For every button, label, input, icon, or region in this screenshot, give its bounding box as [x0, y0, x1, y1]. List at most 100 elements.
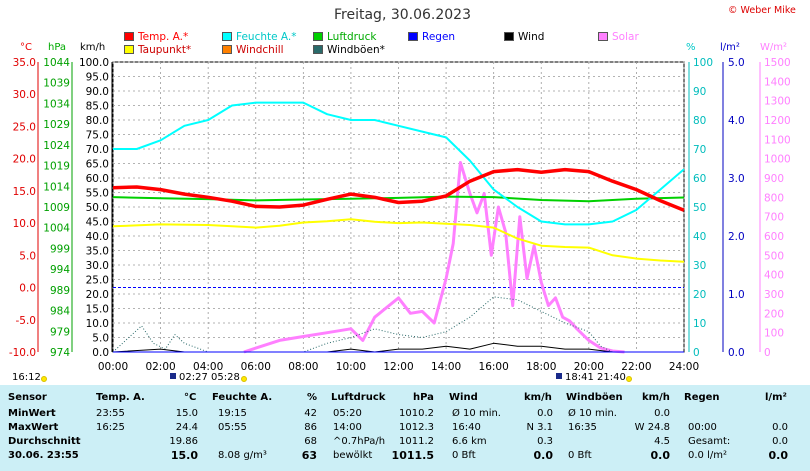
- solar-tick-label: 1100: [764, 134, 791, 146]
- x-tick-label: 08:00: [288, 361, 318, 373]
- x-tick-label: 00:00: [98, 361, 128, 373]
- wind-tick-label: 65.0: [86, 159, 109, 171]
- stats-cell-press-time: bewölkt: [333, 450, 373, 461]
- legend-swatch: [313, 32, 323, 41]
- solar-tick-label: 800: [764, 192, 784, 204]
- rain-tick-label: 1.0: [728, 289, 745, 301]
- temp-tick-label: 20.0: [13, 154, 36, 166]
- x-tick-label: 20:00: [574, 361, 604, 373]
- pressure-tick-label: 979: [50, 326, 70, 338]
- wind-tick-label: 90.0: [86, 86, 109, 98]
- legend-swatch: [124, 45, 134, 54]
- legend-label: Solar: [612, 31, 639, 43]
- series-line-taupunkt: [112, 218, 685, 263]
- x-tick-label: 06:00: [241, 361, 271, 373]
- temp-tick-label: 10.0: [13, 218, 36, 230]
- stats-cell-press-time: 05:20: [333, 408, 362, 419]
- stats-cell-press: 1011.5: [391, 449, 434, 462]
- stats-cell-temp-time: 16:25: [96, 422, 125, 433]
- unit-humidity: %: [686, 42, 696, 53]
- temp-tick-label: 5.0: [19, 250, 36, 262]
- series-line-feuchte-a: [113, 101, 685, 226]
- wind-tick-label: 45.0: [86, 217, 109, 229]
- x-tick-label: 12:00: [383, 361, 413, 373]
- temp-tick-label: -10.0: [9, 347, 36, 359]
- sunset-time: 21:40: [597, 372, 626, 383]
- wind-tick-label: 85.0: [86, 101, 109, 113]
- temp-tick-label: 35.0: [13, 57, 36, 69]
- stats-cell-wind-time: 16:40: [452, 422, 481, 433]
- legend-item: Taupunkt*: [124, 44, 191, 56]
- temp-tick-label: 25.0: [13, 121, 36, 133]
- stats-cell-gust-time: Ø 10 min.: [568, 408, 617, 419]
- pressure-tick-label: 1019: [43, 161, 70, 173]
- pressure-tick-label: 1009: [43, 202, 70, 214]
- legend-label: Wind: [518, 31, 545, 43]
- header-press-unit: hPa: [413, 392, 434, 403]
- humidity-tick-label: 90: [693, 86, 706, 98]
- wind-tick-label: 35.0: [86, 246, 109, 258]
- stats-cell-temp: 15.0: [175, 408, 198, 419]
- pressure-tick-label: 1029: [43, 119, 70, 131]
- wind-tick-label: 80.0: [86, 115, 109, 127]
- rain-tick-label: 5.0: [728, 57, 745, 69]
- wind-tick-label: 70.0: [86, 144, 109, 156]
- legend-swatch: [408, 32, 418, 41]
- stats-cell-rain: 0.0: [772, 436, 788, 447]
- legend-label: Regen: [422, 31, 456, 43]
- legend-item: Windböen*: [313, 44, 385, 56]
- stats-cell-gust: 0.0: [650, 449, 671, 462]
- legend-item: Temp. A.*: [124, 31, 188, 43]
- stats-cell-label: 30.06. 23:55: [8, 450, 79, 461]
- stats-cell-gust: 0.0: [654, 408, 670, 419]
- solar-tick-label: 1500: [764, 57, 791, 69]
- legend-label: Windböen*: [327, 44, 385, 56]
- wind-tick-label: 95.0: [86, 72, 109, 84]
- unit-solar: W/m²: [760, 42, 788, 53]
- solar-tick-label: 1200: [764, 115, 791, 127]
- stats-cell-hum: 68: [304, 436, 317, 447]
- legend-swatch: [504, 32, 514, 41]
- x-tick-label: 10:00: [336, 361, 366, 373]
- header-sensor: Sensor: [8, 392, 47, 403]
- wind-tick-label: 75.0: [86, 130, 109, 142]
- header-hum: Feuchte A.: [212, 392, 273, 403]
- pressure-tick-label: 1024: [43, 140, 70, 152]
- legend-item: Regen: [408, 31, 455, 43]
- x-tick-label: 14:00: [431, 361, 461, 373]
- stats-cell-wind: 0.3: [537, 436, 553, 447]
- legend-label: Temp. A.*: [138, 31, 189, 43]
- current-time: 16:12: [12, 372, 41, 383]
- pressure-tick-label: 999: [50, 243, 70, 255]
- moonrise-icon: [170, 373, 176, 379]
- wind-tick-label: 50.0: [86, 202, 109, 214]
- stats-cell-press-time: 14:00: [333, 422, 362, 433]
- copyright-label[interactable]: © Weber Mike: [728, 5, 796, 16]
- stats-cell-wind: 0.0: [533, 449, 554, 462]
- moonset-time: 18:41: [565, 372, 594, 383]
- legend-label: Windchill: [236, 44, 284, 56]
- solar-tick-label: 500: [764, 250, 784, 262]
- header-press: Luftdruck: [331, 392, 386, 403]
- stats-cell-rain: 0.0: [772, 422, 788, 433]
- header-hum-unit: %: [307, 392, 318, 403]
- stats-cell-temp-time: 23:55: [96, 408, 125, 419]
- wind-tick-label: 25.0: [86, 275, 109, 287]
- stats-cell-press: 1010.2: [399, 408, 434, 419]
- wind-tick-label: 55.0: [86, 188, 109, 200]
- solar-tick-label: 100: [764, 328, 784, 340]
- rain-tick-label: 0.0: [728, 347, 745, 359]
- humidity-tick-label: 0: [693, 347, 700, 359]
- humidity-tick-label: 60: [693, 173, 706, 185]
- unit-pressure: hPa: [48, 42, 67, 53]
- stats-cell-hum: 86: [304, 422, 317, 433]
- stats-cell-gust-time: 16:35: [568, 422, 597, 433]
- x-tick-label: 22:00: [621, 361, 651, 373]
- stats-cell-press: 1011.2: [399, 436, 434, 447]
- header-wind: Wind: [449, 392, 478, 403]
- legend-item: Luftdruck: [313, 31, 376, 43]
- solar-tick-label: 1400: [764, 76, 791, 88]
- stats-cell-gust: W 24.8: [634, 422, 670, 433]
- stats-cell-label: MaxWert: [8, 422, 59, 433]
- wind-tick-label: 10.0: [86, 318, 109, 330]
